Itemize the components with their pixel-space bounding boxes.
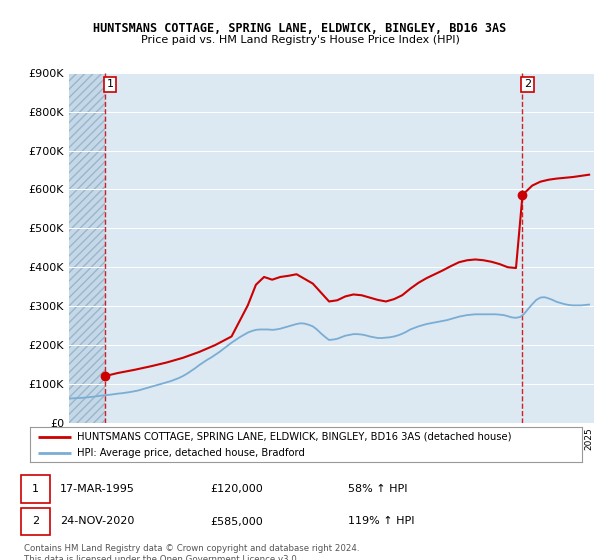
Text: 1: 1 — [107, 80, 113, 90]
Bar — [69, 73, 105, 423]
Text: 24-NOV-2020: 24-NOV-2020 — [60, 516, 134, 526]
Text: 17-MAR-1995: 17-MAR-1995 — [60, 484, 135, 494]
Text: £585,000: £585,000 — [210, 516, 263, 526]
Text: HUNTSMANS COTTAGE, SPRING LANE, ELDWICK, BINGLEY, BD16 3AS (detached house): HUNTSMANS COTTAGE, SPRING LANE, ELDWICK,… — [77, 432, 511, 442]
Text: 58% ↑ HPI: 58% ↑ HPI — [348, 484, 407, 494]
FancyBboxPatch shape — [21, 475, 50, 503]
Text: Contains HM Land Registry data © Crown copyright and database right 2024.
This d: Contains HM Land Registry data © Crown c… — [24, 544, 359, 560]
FancyBboxPatch shape — [21, 508, 50, 535]
Text: Price paid vs. HM Land Registry's House Price Index (HPI): Price paid vs. HM Land Registry's House … — [140, 35, 460, 45]
Text: 1: 1 — [32, 484, 39, 494]
Text: HPI: Average price, detached house, Bradford: HPI: Average price, detached house, Brad… — [77, 449, 305, 458]
Text: £120,000: £120,000 — [210, 484, 263, 494]
Text: HUNTSMANS COTTAGE, SPRING LANE, ELDWICK, BINGLEY, BD16 3AS: HUNTSMANS COTTAGE, SPRING LANE, ELDWICK,… — [94, 22, 506, 35]
Text: 119% ↑ HPI: 119% ↑ HPI — [348, 516, 415, 526]
Text: 2: 2 — [524, 80, 531, 90]
Text: 2: 2 — [32, 516, 39, 526]
Bar — [69, 73, 105, 423]
